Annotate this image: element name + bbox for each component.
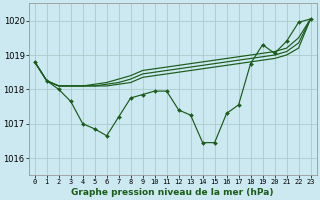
X-axis label: Graphe pression niveau de la mer (hPa): Graphe pression niveau de la mer (hPa) <box>71 188 274 197</box>
